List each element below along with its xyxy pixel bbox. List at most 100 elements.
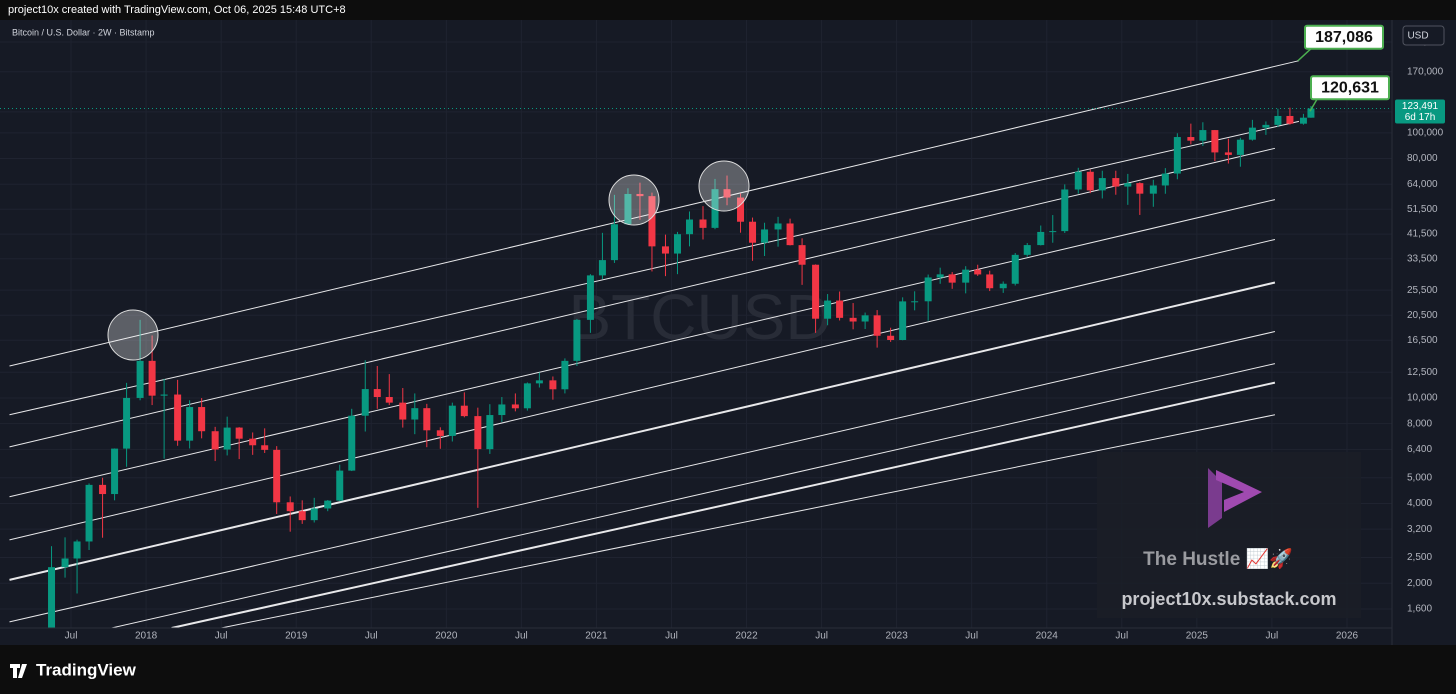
candle-body: [999, 283, 1007, 289]
logo-shape: [1216, 470, 1262, 512]
candle-body: [723, 189, 731, 198]
bands: [9, 60, 1300, 628]
candle-body: [1149, 185, 1157, 194]
candle-body: [460, 405, 468, 417]
candle-body: [774, 223, 782, 230]
candle-body: [1023, 245, 1031, 255]
candle-body: [798, 245, 806, 265]
candle-body: [1236, 139, 1244, 155]
candle-body: [399, 402, 407, 420]
candle-body: [974, 269, 982, 275]
watermark: BTCUSD: [568, 281, 831, 353]
candle-body: [498, 404, 506, 416]
candle-body: [198, 407, 206, 432]
y-tick-label: 8,000: [1407, 418, 1432, 429]
credit: project10x created with TradingView.com,…: [8, 4, 346, 16]
candle-body: [535, 380, 543, 384]
candle-body: [887, 335, 895, 341]
x-tick-label: 2026: [1336, 631, 1359, 642]
candle-body: [1274, 115, 1282, 125]
candle-body: [636, 193, 644, 197]
brand: TradingView: [36, 660, 137, 679]
countdown: 6d 17h: [1405, 112, 1436, 123]
x-tick-label: Jul: [515, 631, 528, 642]
band-line: [171, 381, 1276, 628]
candle-body: [648, 196, 656, 247]
candle-body: [711, 189, 719, 228]
candle-body: [1074, 171, 1082, 190]
candle-body: [423, 408, 431, 431]
circle: [107, 309, 159, 361]
band-line: [111, 363, 1276, 628]
candle-body: [1224, 152, 1232, 155]
band-line: [221, 414, 1276, 628]
candle-body: [948, 274, 956, 283]
footer: TradingView: [10, 660, 137, 679]
band-line: [9, 281, 1276, 581]
candle-body: [324, 500, 332, 509]
candle-body: [373, 389, 381, 398]
candle-body: [549, 380, 557, 390]
candle-body: [586, 275, 594, 320]
candle-body: [523, 383, 531, 409]
candle-body: [1187, 137, 1195, 141]
candle-body: [849, 317, 857, 322]
candle-body: [1112, 178, 1120, 187]
candle-body: [186, 407, 194, 441]
candle-body: [99, 484, 107, 495]
candle-body: [661, 246, 669, 254]
currency-box: [1402, 25, 1445, 46]
candle-body: [273, 449, 281, 503]
candle-body: [286, 502, 294, 512]
candle-body: [123, 397, 131, 449]
candle-body: [699, 219, 707, 228]
candle-body: [235, 427, 243, 439]
y-tick-label: 10,000: [1407, 393, 1438, 404]
candle-body: [1307, 108, 1315, 118]
candle-body: [749, 221, 757, 243]
candle-body: [786, 223, 794, 246]
candle-body: [348, 415, 356, 471]
candle-body: [911, 301, 919, 303]
logo-shape: [1208, 468, 1222, 528]
x-tick-label: 2020: [435, 631, 458, 642]
x-tick-label: 2025: [1186, 631, 1209, 642]
candle-body: [136, 360, 144, 398]
y-tick-label: 12,500: [1407, 367, 1438, 378]
candle-body: [824, 300, 832, 319]
candle-body: [836, 300, 844, 318]
candle-body: [873, 315, 881, 336]
candle-body: [1124, 183, 1132, 187]
chart-title: Bitcoin / U.S. Dollar · 2W · Bitstamp: [12, 27, 155, 37]
y-tick-label: 16,500: [1407, 335, 1438, 346]
x-tick-label: Jul: [665, 631, 678, 642]
candle-body: [1199, 130, 1207, 141]
callout-box: [1310, 75, 1390, 101]
y-tick-label: 5,000: [1407, 472, 1432, 483]
x-tick-label: 2021: [585, 631, 608, 642]
x-tick-label: Jul: [1266, 631, 1279, 642]
y-tick-label: 3,200: [1407, 524, 1432, 535]
candle-body: [298, 511, 306, 521]
overlay-url: project10x.substack.com: [1121, 589, 1336, 609]
candle-body: [249, 438, 257, 446]
y-tick-label: 1,600: [1407, 604, 1432, 615]
y-tick-label: 170,000: [1407, 66, 1444, 77]
x-tick-label: Jul: [965, 631, 978, 642]
grid: [0, 20, 1392, 628]
candle-body: [1173, 137, 1181, 174]
candle-body: [174, 394, 182, 441]
candle-body: [85, 484, 93, 542]
candle-body: [1299, 117, 1307, 124]
last-price-box: [1395, 99, 1445, 124]
candles: [48, 106, 1315, 628]
candle-body: [511, 404, 519, 409]
candle-body: [1262, 124, 1270, 128]
candle-body: [610, 224, 618, 261]
candle-body: [336, 470, 344, 501]
candle-body: [673, 234, 681, 254]
candle-body: [436, 430, 444, 436]
x-tick-label: 2019: [285, 631, 308, 642]
candle-body: [1136, 183, 1144, 194]
